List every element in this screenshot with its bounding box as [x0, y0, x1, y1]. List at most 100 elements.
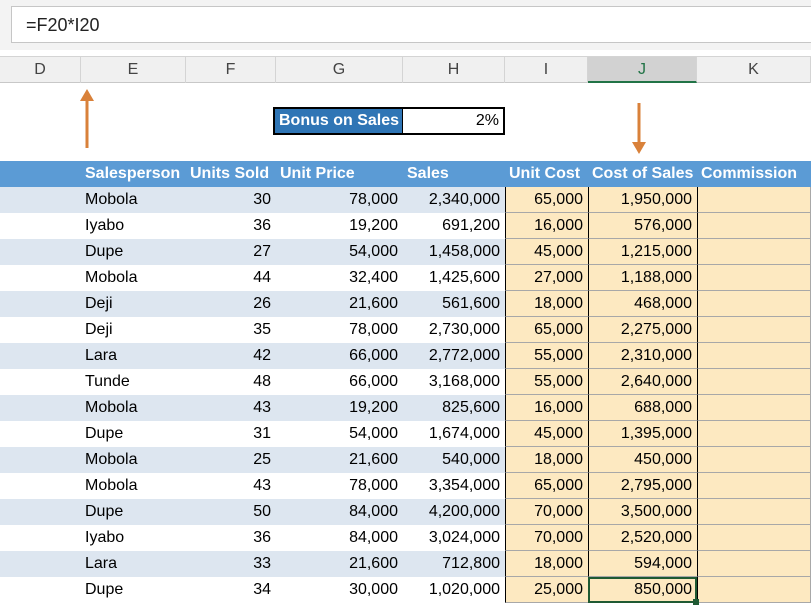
cell-unit-price[interactable]: 84,000 — [349, 503, 398, 520]
cell-commission[interactable] — [697, 317, 811, 343]
cell-sales[interactable]: 3,168,000 — [428, 373, 500, 390]
cell-salesperson[interactable]: Iyabo — [85, 217, 125, 234]
cell-units-sold[interactable]: 43 — [253, 477, 271, 494]
cell-cost-of-sales[interactable]: 2,520,000 — [588, 525, 697, 551]
cell-salesperson[interactable]: Dupe — [85, 243, 124, 260]
cell-unit-price[interactable]: 66,000 — [349, 373, 398, 390]
cell-unit-cost[interactable]: 18,000 — [505, 447, 588, 473]
cell-units-sold[interactable]: 25 — [253, 451, 271, 468]
cell-cost-of-sales[interactable]: 468,000 — [588, 291, 697, 317]
cell-sales[interactable]: 1,674,000 — [428, 425, 500, 442]
cell-sales[interactable]: 691,200 — [442, 217, 500, 234]
header-units-sold[interactable]: Units Sold — [190, 165, 270, 182]
cell-salesperson[interactable]: Tunde — [85, 373, 130, 390]
cell-cost-of-sales[interactable]: 1,215,000 — [588, 239, 697, 265]
cell-commission[interactable] — [697, 265, 811, 291]
cell-salesperson[interactable]: Mobola — [85, 191, 138, 208]
cell-sales[interactable]: 4,200,000 — [428, 503, 500, 520]
cell-salesperson[interactable]: Lara — [85, 347, 118, 364]
cell-sales[interactable]: 1,458,000 — [428, 243, 500, 260]
cell-salesperson[interactable]: Mobola — [85, 477, 138, 494]
cell-sales[interactable]: 825,600 — [442, 399, 500, 416]
column-header-e[interactable]: E — [81, 57, 186, 83]
cell-unit-price[interactable]: 19,200 — [349, 217, 398, 234]
cell-units-sold[interactable]: 44 — [253, 269, 271, 286]
cell-commission[interactable] — [697, 239, 811, 265]
cell-cost-of-sales[interactable]: 3,500,000 — [588, 499, 697, 525]
header-unit-cost[interactable]: Unit Cost — [509, 165, 581, 182]
cell-units-sold[interactable]: 34 — [253, 581, 271, 598]
cell-unit-price[interactable]: 21,600 — [349, 295, 398, 312]
cell-unit-price[interactable]: 66,000 — [349, 347, 398, 364]
cell-unit-price[interactable]: 19,200 — [349, 399, 398, 416]
cell-units-sold[interactable]: 33 — [253, 555, 271, 572]
column-header-h[interactable]: H — [403, 57, 505, 83]
cell-sales[interactable]: 2,730,000 — [428, 321, 500, 338]
cell-commission[interactable] — [697, 447, 811, 473]
column-header-g[interactable]: G — [276, 57, 403, 83]
cell-sales[interactable]: 2,772,000 — [428, 347, 500, 364]
cell-commission[interactable] — [697, 499, 811, 525]
cell-unit-cost[interactable]: 70,000 — [505, 525, 588, 551]
cell-units-sold[interactable]: 43 — [253, 399, 271, 416]
cell-cost-of-sales[interactable]: 2,275,000 — [588, 317, 697, 343]
cell-unit-price[interactable]: 21,600 — [349, 555, 398, 572]
cell-sales[interactable]: 1,425,600 — [428, 269, 500, 286]
cell-unit-cost[interactable]: 18,000 — [505, 551, 588, 577]
cell-unit-cost[interactable]: 18,000 — [505, 291, 588, 317]
cell-sales[interactable]: 2,340,000 — [428, 191, 500, 208]
cell-units-sold[interactable]: 26 — [253, 295, 271, 312]
cell-unit-cost[interactable]: 27,000 — [505, 265, 588, 291]
header-salesperson[interactable]: Salesperson — [85, 165, 181, 182]
cell-units-sold[interactable]: 27 — [253, 243, 271, 260]
cell-commission[interactable] — [697, 421, 811, 447]
header-sales[interactable]: Sales — [407, 165, 449, 182]
cell-units-sold[interactable]: 42 — [253, 347, 271, 364]
cell-sales[interactable]: 712,800 — [442, 555, 500, 572]
cell-cost-of-sales[interactable]: 576,000 — [588, 213, 697, 239]
fill-handle[interactable] — [693, 599, 699, 605]
header-unit-price[interactable]: Unit Price — [280, 165, 355, 182]
cell-units-sold[interactable]: 31 — [253, 425, 271, 442]
cell-commission[interactable] — [697, 187, 811, 213]
cell-unit-price[interactable]: 78,000 — [349, 321, 398, 338]
cell-unit-cost[interactable]: 55,000 — [505, 343, 588, 369]
cell-unit-cost[interactable]: 55,000 — [505, 369, 588, 395]
cell-cost-of-sales[interactable]: 450,000 — [588, 447, 697, 473]
cell-cost-of-sales[interactable]: 1,950,000 — [588, 187, 697, 213]
cell-commission[interactable] — [697, 213, 811, 239]
cell-units-sold[interactable]: 35 — [253, 321, 271, 338]
cell-unit-price[interactable]: 84,000 — [349, 529, 398, 546]
header-commission[interactable]: Commission — [701, 165, 798, 182]
cell-salesperson[interactable]: Deji — [85, 321, 113, 338]
column-header-f[interactable]: F — [186, 57, 276, 83]
cell-salesperson[interactable]: Iyabo — [85, 529, 125, 546]
cell-commission[interactable] — [697, 577, 811, 603]
bonus-value-cell[interactable]: 2% — [475, 112, 499, 129]
cell-units-sold[interactable]: 36 — [253, 529, 271, 546]
cell-salesperson[interactable]: Dupe — [85, 425, 124, 442]
cell-salesperson[interactable]: Mobola — [85, 399, 138, 416]
cell-unit-price[interactable]: 54,000 — [349, 243, 398, 260]
cell-unit-cost[interactable]: 70,000 — [505, 499, 588, 525]
cell-unit-price[interactable]: 32,400 — [349, 269, 398, 286]
cell-cost-of-sales[interactable]: 1,188,000 — [588, 265, 697, 291]
cell-unit-cost[interactable]: 65,000 — [505, 187, 588, 213]
cell-sales[interactable]: 3,024,000 — [428, 529, 500, 546]
cell-unit-cost[interactable]: 16,000 — [505, 213, 588, 239]
cell-units-sold[interactable]: 50 — [253, 503, 271, 520]
cell-commission[interactable] — [697, 291, 811, 317]
cell-cost-of-sales[interactable]: 2,310,000 — [588, 343, 697, 369]
cell-unit-price[interactable]: 21,600 — [349, 451, 398, 468]
cell-commission[interactable] — [697, 551, 811, 577]
cell-unit-price[interactable]: 54,000 — [349, 425, 398, 442]
header-cost-of-sales[interactable]: Cost of Sales — [592, 165, 694, 182]
cell-unit-cost[interactable]: 16,000 — [505, 395, 588, 421]
cell-salesperson[interactable]: Lara — [85, 555, 118, 572]
cell-commission[interactable] — [697, 525, 811, 551]
cell-cost-of-sales[interactable]: 2,795,000 — [588, 473, 697, 499]
cell-salesperson[interactable]: Deji — [85, 295, 113, 312]
cell-unit-price[interactable]: 30,000 — [349, 581, 398, 598]
column-header-j[interactable]: J — [588, 57, 697, 83]
cell-cost-of-sales[interactable]: 2,640,000 — [588, 369, 697, 395]
